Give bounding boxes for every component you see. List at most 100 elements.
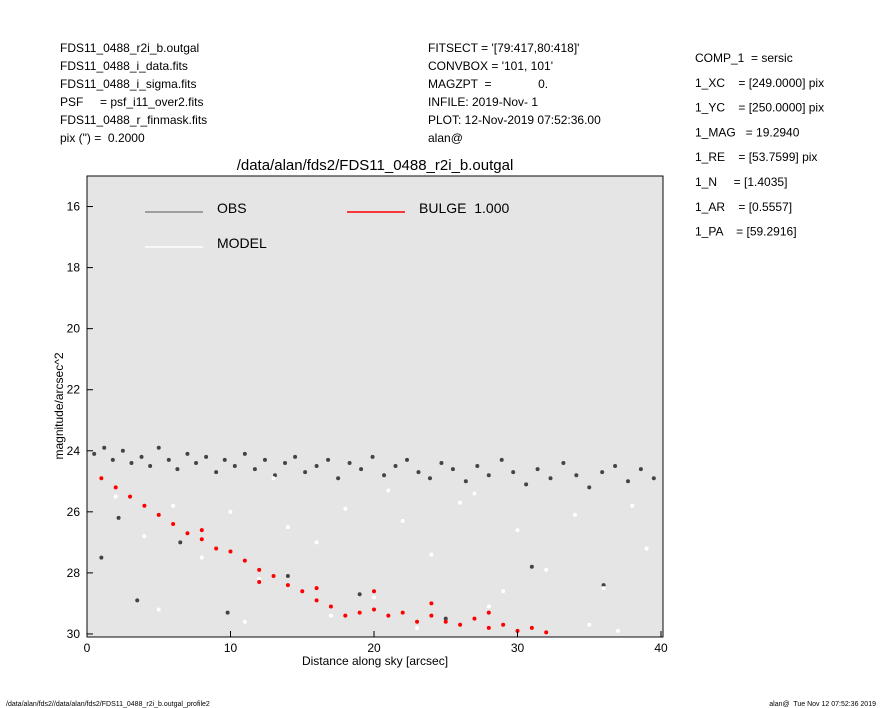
data-point (194, 460, 199, 465)
data-point (171, 522, 176, 527)
data-point (601, 583, 606, 588)
data-point (429, 613, 434, 618)
data-point (285, 583, 290, 588)
data-point (382, 473, 387, 478)
data-point (204, 454, 209, 459)
x-tick-label: 30 (511, 641, 525, 655)
data-point (185, 531, 190, 536)
y-tick-label: 18 (67, 261, 81, 275)
data-point (400, 610, 405, 615)
data-point (587, 485, 592, 490)
y-axis-label: magnitude/arcsec^2 (52, 352, 66, 459)
data-point (574, 473, 579, 478)
data-point (416, 470, 421, 475)
chart-title: /data/alan/fds2/FDS11_0488_r2i_b.outgal (237, 157, 514, 174)
data-point (113, 494, 118, 499)
data-point (600, 470, 605, 475)
data-point (120, 448, 125, 453)
data-point (257, 576, 262, 581)
data-point (486, 625, 491, 630)
data-point (548, 476, 553, 481)
data-point (535, 467, 540, 472)
data-point (472, 616, 477, 621)
x-tick-label: 0 (84, 641, 91, 655)
x-tick-label: 20 (367, 641, 381, 655)
data-point (283, 460, 288, 465)
data-point (113, 485, 118, 490)
data-point (257, 567, 262, 572)
data-point (439, 460, 444, 465)
data-point (328, 604, 333, 609)
fit-parameter: 1_XC = [249.0000] pix (695, 76, 824, 90)
data-point (347, 460, 352, 465)
data-point (529, 564, 534, 569)
data-point (242, 619, 247, 624)
y-tick-label: 28 (67, 566, 81, 580)
data-point (336, 476, 341, 481)
data-point (242, 451, 247, 456)
data-point (142, 534, 147, 539)
data-point (400, 518, 405, 523)
data-point (630, 503, 635, 508)
data-point (386, 488, 391, 493)
data-point (615, 628, 620, 633)
data-point (501, 589, 506, 594)
header-left-line: PSF = psf_i11_over2.fits (60, 95, 204, 109)
fit-parameter: 1_YC = [250.0000] pix (695, 101, 824, 115)
data-point (99, 476, 104, 481)
data-point (293, 454, 298, 459)
data-point (415, 625, 420, 630)
y-tick-label: 16 (67, 200, 81, 214)
data-point (429, 601, 434, 606)
data-point (415, 619, 420, 624)
data-point (156, 607, 161, 612)
x-tick-label: 40 (654, 641, 668, 655)
footer-right: alan@ Tue Nov 12 07:52:36 2019 (769, 701, 876, 708)
header-middle-line: INFILE: 2019-Nov- 1 (428, 95, 538, 109)
data-point (171, 503, 176, 508)
data-point (135, 598, 140, 603)
data-point (285, 573, 290, 578)
header-middle-line: MAGZPT = 0. (428, 77, 548, 91)
data-point (228, 509, 233, 514)
data-point (262, 457, 267, 462)
fit-parameter: 1_AR = [0.5557] (695, 200, 792, 214)
header-middle-line: PLOT: 12-Nov-2019 07:52:36.00 (428, 113, 601, 127)
data-point (271, 573, 276, 578)
data-point (486, 604, 491, 609)
header-middle-line: CONVBOX = '101, 101' (428, 59, 553, 73)
data-point (515, 528, 520, 533)
data-point (328, 613, 333, 618)
data-point (472, 491, 477, 496)
data-point (214, 546, 219, 551)
header-middle-line: FITSECT = '[79:417,80:418]' (428, 41, 579, 55)
data-point (544, 630, 549, 635)
data-point (529, 625, 534, 630)
data-point (178, 540, 183, 545)
y-tick-label: 30 (67, 627, 81, 641)
data-point (651, 476, 656, 481)
data-point (429, 552, 434, 557)
data-point (129, 460, 134, 465)
data-point (142, 503, 147, 508)
data-point (625, 479, 630, 484)
data-point (285, 525, 290, 530)
footer-left: /data/alan/fds2//data/alan/fds2/FDS11_04… (6, 701, 210, 708)
data-point (386, 613, 391, 618)
data-point (148, 464, 153, 469)
data-point (139, 454, 144, 459)
x-tick-label: 10 (224, 641, 238, 655)
data-point (222, 457, 227, 462)
header-left-line: FDS11_0488_i_sigma.fits (60, 77, 197, 91)
plot-area (86, 175, 664, 638)
data-point (314, 586, 319, 591)
data-point (99, 555, 104, 560)
data-point (326, 457, 331, 462)
data-point (644, 546, 649, 551)
data-point (359, 467, 364, 472)
data-point (156, 445, 161, 450)
data-point (458, 622, 463, 627)
data-point (303, 470, 308, 475)
data-point (544, 567, 549, 572)
data-point (443, 616, 448, 621)
